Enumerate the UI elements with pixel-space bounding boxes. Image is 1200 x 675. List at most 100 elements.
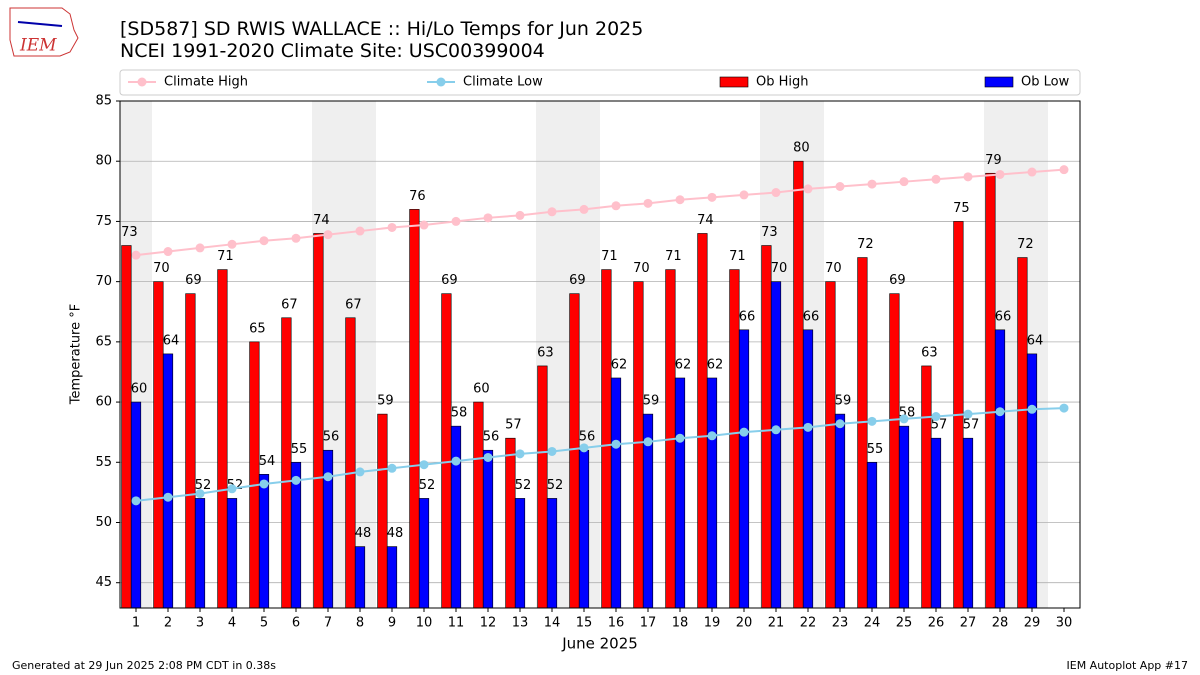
data-label: 54	[259, 454, 276, 469]
data-label: 56	[323, 430, 340, 445]
point	[643, 437, 653, 447]
point	[675, 195, 685, 205]
logo-line	[17, 21, 63, 27]
point	[259, 479, 269, 489]
point	[643, 198, 653, 208]
data-label: 60	[131, 382, 148, 397]
point	[451, 456, 461, 466]
chart-title: [SD587] SD RWIS WALLACE :: Hi/Lo Temps f…	[120, 18, 643, 40]
x-tick-label: 1	[132, 616, 140, 631]
data-label: 80	[793, 141, 810, 156]
x-tick-label: 21	[768, 616, 785, 631]
data-label: 71	[217, 249, 234, 264]
point	[1027, 404, 1037, 414]
data-label: 64	[1027, 333, 1044, 348]
y-tick-label: 65	[95, 334, 112, 349]
bar	[345, 317, 356, 609]
logo-outline	[9, 7, 79, 57]
data-label: 69	[441, 273, 458, 288]
legend-label: Climate Low	[463, 75, 543, 90]
data-label: 70	[825, 261, 842, 276]
legend-label: Ob Low	[1021, 75, 1070, 90]
point	[1059, 165, 1069, 175]
point	[835, 419, 845, 429]
bar	[418, 498, 430, 609]
bar	[793, 160, 804, 609]
data-label: 59	[643, 394, 660, 409]
x-tick-label: 29	[1024, 616, 1041, 631]
data-label: 62	[611, 357, 628, 372]
logo: IEM	[9, 7, 79, 57]
data-label: 70	[633, 261, 650, 276]
point	[419, 220, 429, 230]
data-label: 60	[473, 382, 490, 397]
legend-marker	[137, 77, 147, 87]
point	[739, 190, 749, 200]
data-label: 66	[995, 309, 1012, 324]
x-tick-label: 25	[896, 616, 913, 631]
x-tick-label: 17	[640, 616, 657, 631]
bar	[610, 377, 622, 609]
data-label: 48	[387, 526, 404, 541]
point	[355, 226, 365, 236]
point	[547, 446, 557, 456]
bar	[674, 377, 686, 609]
x-tick-label: 15	[576, 616, 593, 631]
bar	[185, 293, 196, 609]
bar	[994, 329, 1006, 609]
point	[739, 427, 749, 437]
legend-label: Climate High	[164, 75, 248, 90]
bar	[601, 269, 612, 609]
bar	[738, 329, 750, 609]
data-label: 57	[963, 418, 980, 433]
point	[995, 169, 1005, 179]
point	[675, 433, 685, 443]
data-label: 57	[505, 418, 522, 433]
y-tick-label: 80	[95, 154, 112, 169]
bar	[866, 461, 878, 609]
bar	[889, 293, 900, 609]
bar	[825, 281, 836, 609]
bar	[546, 498, 558, 609]
x-tick-label: 3	[196, 616, 204, 631]
bar	[354, 546, 366, 609]
data-label: 73	[761, 225, 778, 240]
point	[579, 443, 589, 453]
data-label: 55	[867, 442, 884, 457]
x-tick-label: 16	[608, 616, 625, 631]
data-label: 73	[121, 225, 138, 240]
bar	[985, 172, 996, 609]
x-tick-label: 27	[960, 616, 977, 631]
data-label: 67	[281, 297, 298, 312]
x-tick-label: 5	[260, 616, 268, 631]
x-tick-label: 6	[292, 616, 300, 631]
y-tick-label: 50	[95, 515, 112, 530]
bar	[706, 377, 718, 609]
bar	[930, 437, 942, 609]
x-tick-label: 20	[736, 616, 753, 631]
data-label: 65	[249, 321, 266, 336]
x-tick-label: 30	[1056, 616, 1073, 631]
data-label: 52	[195, 478, 212, 493]
x-tick-label: 13	[512, 616, 529, 631]
data-label: 62	[675, 357, 692, 372]
point	[323, 472, 333, 482]
data-label: 72	[1017, 237, 1034, 252]
x-tick-label: 2	[164, 616, 172, 631]
x-tick-label: 18	[672, 616, 689, 631]
data-label: 71	[601, 249, 618, 264]
point	[547, 207, 557, 217]
point	[163, 492, 173, 502]
point	[163, 247, 173, 257]
data-label: 74	[697, 213, 714, 228]
point	[611, 439, 621, 449]
footer-left: Generated at 29 Jun 2025 2:08 PM CDT in …	[12, 659, 276, 672]
data-label: 67	[345, 297, 362, 312]
point	[131, 496, 141, 506]
legend-label: Ob High	[756, 75, 809, 90]
bar	[857, 257, 868, 609]
point	[899, 177, 909, 187]
logo-text: IEM	[19, 36, 57, 56]
point	[515, 449, 525, 459]
point	[803, 184, 813, 194]
